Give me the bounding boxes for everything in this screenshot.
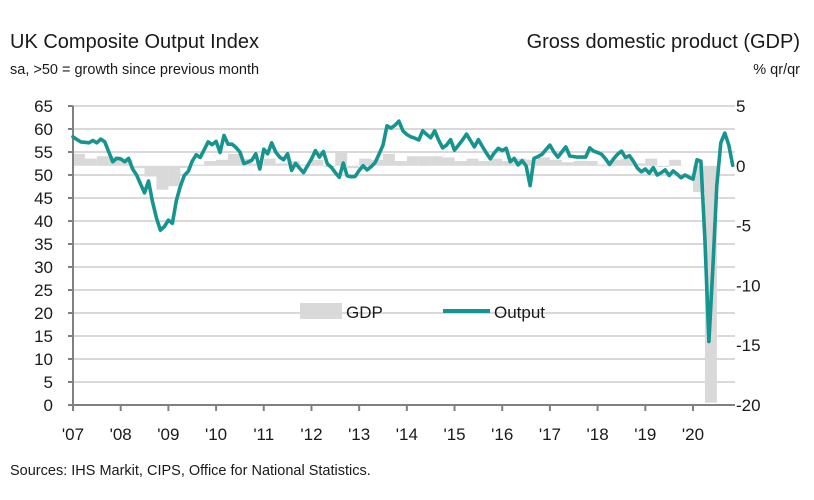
gdp-bar [550,160,562,166]
gdp-bar [359,159,371,166]
x-tick-label: '16 [491,425,513,444]
gdp-bar [395,161,407,166]
legend-gdp-label: GDP [346,303,383,322]
right-tick-label: -15 [736,336,761,355]
gdp-bar [490,159,502,166]
left-tick-label: 65 [34,97,53,116]
right-tick-label: 5 [736,97,745,116]
gdp-bar [586,161,598,166]
right-title: Gross domestic product (GDP) [527,31,800,53]
gdp-bar [538,157,550,165]
legend-gdp-swatch [300,303,342,319]
gdp-bar [645,159,657,166]
gdp-bar [85,159,97,166]
gdp-bar [455,161,467,166]
right-tick-label: 0 [736,157,745,176]
x-tick-label: '17 [539,425,561,444]
gdp-bar [145,166,157,177]
gdp-bar [431,156,443,166]
output-line [73,121,733,341]
left-tick-label: 30 [34,258,53,277]
x-tick-label: '13 [348,425,370,444]
left-tick-label: 35 [34,235,53,254]
gridlines [73,106,735,382]
right-tick-label: -20 [736,396,761,415]
gdp-bar [216,160,228,166]
gdp-bar [562,162,574,166]
gdp-bar [168,166,180,186]
left-tick-label: 10 [34,350,53,369]
x-tick-label: '10 [205,425,227,444]
gdp-bar [478,161,490,166]
x-tick-label: '09 [157,425,179,444]
gdp-bar [419,156,431,166]
left-tick-label: 40 [34,212,53,231]
left-tick-label: 25 [34,281,53,300]
gdp-bar [156,166,168,190]
left-tick-label: 45 [34,189,53,208]
right-tick-label: -10 [736,276,761,295]
left-tick-label: 55 [34,143,53,162]
gdp-bar [311,160,323,166]
gdp-bar [466,159,478,166]
gdp-bar [97,156,109,166]
left-tick-label: 5 [44,373,53,392]
right-axis-labels: 5 0 -5 -10 -15 -20 [736,97,761,415]
gdp-bar [443,157,455,165]
right-subtitle: % qr/qr [753,62,800,78]
x-axis-labels: '07 '08 '09 '10 '11 '12 '13 '14 '15 '16 '17 '18 '19 '… [62,425,704,444]
gdp-bar [669,160,681,166]
left-tick-label: 15 [34,327,53,346]
left-tick-label: 60 [34,120,53,139]
left-tick-label: 50 [34,166,53,185]
gdp-bar [383,154,395,166]
gdp-bar [133,166,145,168]
gdp-bar [228,154,240,166]
x-tick-label: '14 [396,425,418,444]
gdp-bar [276,163,288,165]
x-tick-label: '08 [110,425,132,444]
left-tick-label: 20 [34,304,53,323]
x-tick-label: '15 [443,425,465,444]
x-tick-label: '07 [62,425,84,444]
gdp-bar [73,154,85,166]
gdp-bars [73,153,717,403]
gdp-bar [204,161,216,166]
x-tick-label: '20 [682,425,704,444]
left-subtitle: sa, >50 = growth since previous month [10,62,259,78]
legend-output-label: Output [494,303,545,322]
x-tick-label: '19 [634,425,656,444]
output-line-layer [73,121,733,341]
gdp-bar [657,166,669,167]
left-title: UK Composite Output Index [10,31,259,53]
source-note: Sources: IHS Markit, CIPS, Office for Na… [10,463,371,479]
x-tick-label: '12 [300,425,322,444]
gdp-bar [192,165,204,166]
x-tick-label: '11 [253,425,274,444]
gdp-bar [347,166,359,168]
x-tick-label: '18 [587,425,609,444]
gdp-bar [264,159,276,166]
gdp-bar [407,156,419,166]
right-tick-label: -5 [736,217,751,236]
gdp-bar [574,161,586,166]
left-tick-label: 0 [44,396,53,415]
